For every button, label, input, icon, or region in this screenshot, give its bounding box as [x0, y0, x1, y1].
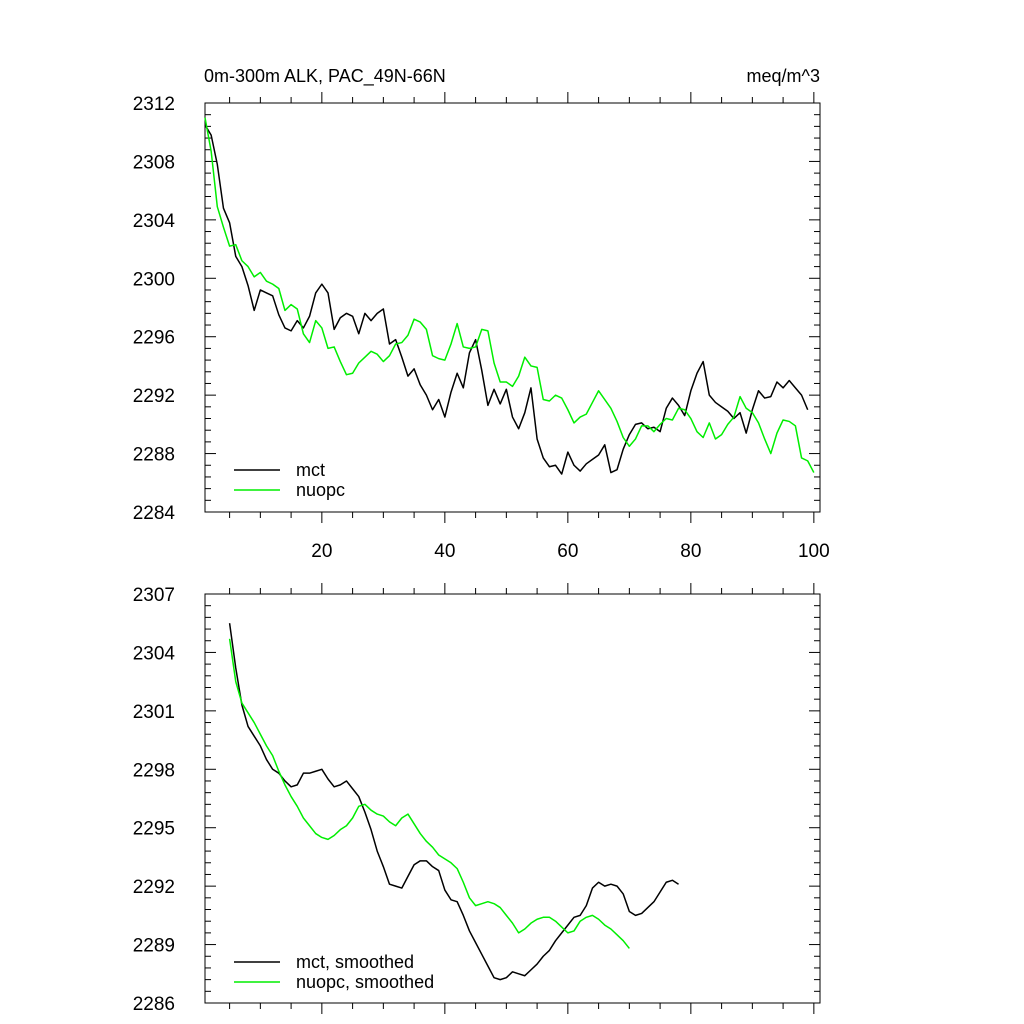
y-tick-label: 2292 [133, 386, 175, 407]
x-tick-label: 60 [557, 541, 578, 562]
bottom-legend: mct, smoothed nuopc, smoothed [234, 952, 434, 992]
series-line-mct [204, 124, 809, 475]
y-tick-label: 2292 [133, 877, 175, 898]
series-line-mct-smoothed [228, 623, 679, 981]
top-axis-ticks: 2284 2288 2292 2296 2300 2304 2308 2312 20 40 60 80… [133, 92, 830, 562]
legend-nuopc-smoothed-label: nuopc, smoothed [296, 972, 434, 992]
y-tick-label: 2307 [133, 585, 175, 606]
chart-title: 0m-300m ALK, PAC_49N-66N [204, 66, 446, 87]
y-tick-label: 2296 [133, 328, 175, 349]
y-tick-label: 2295 [133, 819, 175, 840]
x-tick-label: 80 [680, 541, 701, 562]
series-line-nuopc [204, 117, 815, 473]
top-plot-frame [204, 102, 821, 513]
y-tick-label: 2286 [133, 994, 175, 1015]
y-tick-label: 2300 [133, 269, 175, 290]
x-tick-label: 20 [311, 541, 332, 562]
top-legend: mct nuopc [234, 460, 345, 500]
series-line-nuopc-smoothed [228, 638, 630, 949]
top-panel: 0m-300m ALK, PAC_49N-66N meq/m^3 2284228… [133, 66, 830, 562]
legend-mct-smoothed-label: mct, smoothed [296, 952, 414, 972]
bottom-axis-ticks: 2286 2289 2292 2295 2298 2301 2304 2307 [133, 583, 820, 1015]
legend-mct-label: mct [296, 460, 325, 480]
y-tick-label: 2304 [133, 643, 176, 664]
top-series [204, 117, 815, 475]
y-tick-label: 2308 [133, 152, 175, 173]
units-label: meq/m^3 [747, 66, 820, 86]
y-tick-label: 2312 [133, 94, 175, 115]
y-tick-label: 2304 [133, 211, 176, 232]
y-tick-label: 2301 [133, 702, 175, 723]
x-tick-label: 100 [798, 541, 830, 562]
bottom-series [228, 623, 679, 981]
y-tick-label: 2284 [133, 503, 176, 524]
y-tick-label: 2298 [133, 760, 175, 781]
bottom-panel: 2286 2289 2292 2295 2298 2301 2304 2307 mct, sm… [133, 583, 821, 1015]
x-tick-label: 40 [434, 541, 455, 562]
y-tick-label: 2288 [133, 445, 175, 466]
legend-nuopc-label: nuopc [296, 480, 345, 500]
y-tick-label: 2289 [133, 936, 175, 957]
bottom-plot-frame [204, 593, 821, 1004]
